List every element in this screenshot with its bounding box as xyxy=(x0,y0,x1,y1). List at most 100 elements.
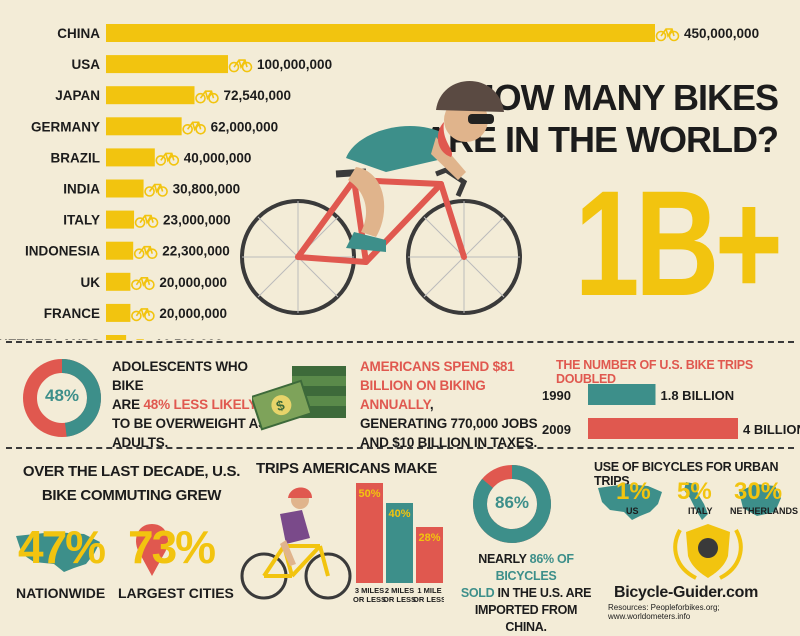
urban-us-pct: 1% xyxy=(616,478,651,505)
adolescents-line-2-pre: ARE xyxy=(112,397,144,412)
netherlands-map-icon xyxy=(739,484,781,516)
bicycle-icon xyxy=(133,245,158,259)
spending-text: AMERICANS SPEND $81 BILLION ON BIKING AN… xyxy=(360,357,560,452)
trips-bar xyxy=(588,418,738,439)
cyclist-illustration xyxy=(240,81,522,315)
imported-donut xyxy=(473,465,551,543)
country-label: FRANCE xyxy=(44,306,100,321)
spending-line-1: AMERICANS SPEND $81 xyxy=(360,359,515,374)
imported-text: NEARLY 86% OF BICYCLES SOLD IN THE U.S. … xyxy=(455,551,597,636)
imported-line-2-highlight: SOLD xyxy=(460,586,495,600)
trips-value-label: 4 BILLION xyxy=(743,422,800,437)
country-bar xyxy=(106,117,182,136)
rider-leg xyxy=(348,167,385,237)
country-value-label: 16,500,000 xyxy=(155,337,223,340)
bicycle-icon xyxy=(134,214,159,228)
adolescents-line-2-highlight: 48% LESS LIKELY xyxy=(143,397,258,412)
country-label: INDONESIA xyxy=(25,244,100,259)
bicycle-icon xyxy=(155,152,180,166)
country-value-label: 20,000,000 xyxy=(159,306,227,321)
country-value-label: 40,000,000 xyxy=(184,150,252,165)
country-value-label: 72,540,000 xyxy=(223,88,291,103)
country-bar xyxy=(106,303,131,322)
imported-pct: 86% xyxy=(494,493,530,512)
imported-line-1-highlight: 86% OF BICYCLES xyxy=(495,552,574,583)
imported-line-1: NEARLY 86% OF BICYCLES xyxy=(455,551,597,585)
spending-line-2: BILLION ON BIKING ANNUALLY, xyxy=(360,376,560,414)
spending-line-3: GENERATING 770,000 JOBS xyxy=(360,416,538,431)
country-bar xyxy=(106,335,127,340)
urban-italy-label: ITALY xyxy=(688,506,713,516)
country-value-label: 62,000,000 xyxy=(211,119,279,134)
country-bar xyxy=(106,86,195,105)
country-label: BRAZIL xyxy=(51,150,101,165)
country-label: JAPAN xyxy=(55,88,100,103)
trips-make-pct-label: 28% xyxy=(418,532,440,544)
trips-make-bar xyxy=(416,527,443,583)
divider-2 xyxy=(6,447,794,449)
trips-make-pct-label: 50% xyxy=(358,488,380,500)
commute-nationwide-label: NATIONWIDE xyxy=(16,585,106,601)
trips-make-pct-label: 40% xyxy=(388,508,410,520)
rider-hair xyxy=(437,122,453,157)
trips-doubled-chart: 1990 1.8 BILLION 2009 4 BILLION xyxy=(542,384,800,439)
yellow-bike-rider-illustration xyxy=(240,487,352,600)
bicycle-icon xyxy=(144,183,168,197)
country-label: CHINA xyxy=(57,26,100,41)
bicycle-icon xyxy=(195,90,219,104)
title-line-1: HOW MANY BIKES xyxy=(468,77,779,118)
country-bar xyxy=(106,272,131,291)
imported-line-2: SOLD IN THE U.S. ARE xyxy=(455,585,597,602)
italy-map-icon xyxy=(684,482,708,520)
adolescents-line-1: ADOLESCENTS WHO BIKE xyxy=(112,359,248,393)
commuting-title-line-1: OVER THE LAST DECADE, U.S. xyxy=(22,463,241,480)
bicycle-icon xyxy=(655,28,680,42)
country-label: NETHERLANDS xyxy=(0,337,100,340)
location-pin-icon xyxy=(136,524,168,576)
bicycle-icon xyxy=(182,121,206,135)
trips-value-label: 1.8 BILLION xyxy=(661,388,735,403)
country-bar xyxy=(106,24,655,42)
commuting-title: OVER THE LAST DECADE, U.S. BIKE COMMUTIN… xyxy=(14,460,249,508)
trips-bar xyxy=(588,384,656,405)
trips-make-label-line-2: OR LESS xyxy=(383,595,416,604)
trips-make-label-line-1: 3 MILES xyxy=(355,586,384,595)
imported-line-2-post: IN THE U.S. ARE xyxy=(494,586,592,600)
urban-netherlands-label: NETHERLANDS xyxy=(730,506,799,516)
money-stack-icon: $ xyxy=(252,366,346,431)
usa-map-icon-urban xyxy=(598,484,662,520)
rider-arm xyxy=(431,137,466,180)
country-bar xyxy=(106,241,134,260)
shield-badge-logo xyxy=(673,524,743,580)
divider-1 xyxy=(6,341,794,343)
country-bar xyxy=(106,55,228,74)
usa-map-icon-commute xyxy=(16,532,100,572)
resources-text: Resources: Peopleforbikes.org; www.world… xyxy=(608,603,720,621)
trips-make-title: TRIPS AMERICANS MAKE xyxy=(256,460,437,477)
spending-line-4: AND $10 BILLION IN TAXES. xyxy=(360,435,538,450)
trips-make-label-line-1: 1 MILE xyxy=(417,586,441,595)
spending-line-2-highlight: BILLION ON BIKING ANNUALLY xyxy=(360,378,486,412)
trips-year-label: 2009 xyxy=(542,422,571,437)
adolescents-donut xyxy=(23,359,101,437)
country-label: GERMANY xyxy=(31,119,100,134)
urban-italy-pct: 5% xyxy=(677,478,712,505)
country-bar xyxy=(106,148,155,167)
country-label: INDIA xyxy=(63,182,100,197)
rider-sunglasses xyxy=(468,114,494,124)
total-bikes-big: 1B+ xyxy=(574,159,783,327)
country-value-label: 22,300,000 xyxy=(162,244,230,259)
urban-us-label: US xyxy=(626,506,639,516)
country-bar xyxy=(106,179,144,198)
adolescents-line-3: TO BE OVERWEIGHT AS xyxy=(112,416,267,431)
country-label: USA xyxy=(71,57,100,72)
bikes-by-country-chart: CHINA 450,000,000 USA 100,000,000 JAPAN 72,54… xyxy=(0,24,759,340)
trips-make-label-line-1: 2 MILES xyxy=(385,586,414,595)
country-value-label: 450,000,000 xyxy=(684,26,759,41)
trips-make-bar xyxy=(356,483,383,583)
country-value-label: 20,000,000 xyxy=(159,275,227,290)
commute-nationwide-pct: 47% xyxy=(18,521,106,573)
rider-torso xyxy=(346,126,451,172)
trips-year-label: 1990 xyxy=(542,388,571,403)
